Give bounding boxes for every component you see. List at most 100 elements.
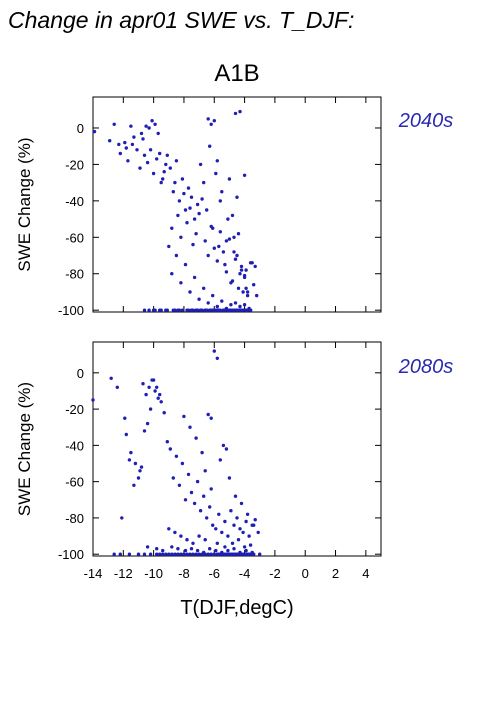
data-point xyxy=(145,160,150,165)
data-point xyxy=(173,552,177,556)
data-point xyxy=(167,552,171,556)
data-point xyxy=(206,552,210,556)
data-point xyxy=(189,490,194,495)
panel-2040s: 0 -20 -40 -60 -80 -100 SWE Change (%) 2040s xyxy=(15,96,453,318)
data-point xyxy=(120,516,124,520)
data-point xyxy=(211,226,215,230)
data-point xyxy=(112,122,116,127)
data-point xyxy=(236,286,241,290)
data-point xyxy=(220,190,224,194)
data-point xyxy=(244,552,248,556)
data-point xyxy=(233,301,238,305)
data-point xyxy=(242,173,247,177)
data-point xyxy=(212,349,216,353)
data-point xyxy=(202,180,206,185)
panel-2080s: 0-20-40-60-80-100-14 -12 -10 -8 -6 -4 -2 0 2 4SWE… xyxy=(15,341,454,619)
data-point xyxy=(214,527,218,531)
data-point xyxy=(197,552,201,556)
data-point xyxy=(188,552,192,556)
data-point xyxy=(132,483,136,487)
data-point xyxy=(173,180,177,185)
data-point xyxy=(147,308,151,312)
data-point xyxy=(223,519,227,524)
data-point xyxy=(203,469,207,473)
data-point xyxy=(221,443,226,448)
data-point xyxy=(233,494,238,498)
data-point xyxy=(227,308,232,312)
data-point xyxy=(235,516,239,520)
data-point xyxy=(226,534,230,538)
data-point xyxy=(124,432,128,437)
data-point xyxy=(123,140,127,145)
data-point xyxy=(174,253,179,258)
data-point xyxy=(244,548,248,553)
data-point xyxy=(230,308,235,312)
data-point xyxy=(215,308,219,312)
data-point xyxy=(206,117,210,121)
x-tick-label: 4 xyxy=(362,566,369,581)
data-point xyxy=(226,217,230,221)
data-point xyxy=(155,157,159,161)
data-point xyxy=(153,308,157,312)
data-point xyxy=(147,385,151,389)
y-tick-label: -40 xyxy=(65,194,84,209)
data-point xyxy=(165,153,169,157)
data-point xyxy=(174,454,179,458)
data-point xyxy=(220,299,224,303)
data-point xyxy=(127,552,132,556)
data-point xyxy=(236,538,241,542)
data-point xyxy=(174,159,179,163)
data-point xyxy=(229,509,233,513)
data-point xyxy=(223,262,227,267)
period-label: 2080s xyxy=(398,356,454,378)
data-point xyxy=(112,552,116,556)
data-point xyxy=(171,308,175,312)
y-tick-label: -80 xyxy=(65,267,84,282)
data-point xyxy=(248,308,253,312)
data-point xyxy=(170,226,174,230)
scatter-points xyxy=(92,109,259,312)
data-point xyxy=(176,213,180,218)
data-point xyxy=(191,242,195,247)
data-point xyxy=(242,303,247,307)
data-point xyxy=(230,213,235,218)
data-point xyxy=(165,308,169,312)
data-point xyxy=(183,208,188,212)
data-point xyxy=(188,206,192,210)
data-point xyxy=(141,137,145,141)
scatter-points xyxy=(91,349,262,556)
data-point xyxy=(173,530,177,535)
data-point xyxy=(217,244,221,249)
data-point xyxy=(209,122,213,127)
data-point xyxy=(150,119,154,123)
data-point xyxy=(192,275,197,280)
data-point xyxy=(206,301,210,305)
data-point xyxy=(203,538,207,542)
data-point xyxy=(129,124,133,128)
data-point xyxy=(155,385,159,389)
data-point xyxy=(195,202,200,207)
data-point xyxy=(126,159,130,163)
data-point xyxy=(211,293,215,298)
data-point xyxy=(238,527,242,531)
data-point xyxy=(144,392,148,397)
y-tick-label: -20 xyxy=(65,157,84,172)
data-point xyxy=(224,239,229,243)
data-point xyxy=(129,450,133,455)
data-point xyxy=(185,221,189,225)
data-point xyxy=(133,461,138,466)
data-point xyxy=(179,281,183,285)
data-point xyxy=(108,139,112,143)
data-point xyxy=(180,461,185,466)
data-point xyxy=(179,552,183,556)
y-axis-label: SWE Change (%) xyxy=(15,137,34,271)
data-point xyxy=(239,268,244,272)
data-point xyxy=(255,293,259,298)
y-tick-label: -40 xyxy=(65,438,84,453)
data-point xyxy=(164,162,168,167)
data-point xyxy=(235,253,239,258)
data-point xyxy=(223,545,227,549)
data-point xyxy=(127,458,132,462)
data-point xyxy=(198,509,203,513)
data-point xyxy=(256,530,260,535)
